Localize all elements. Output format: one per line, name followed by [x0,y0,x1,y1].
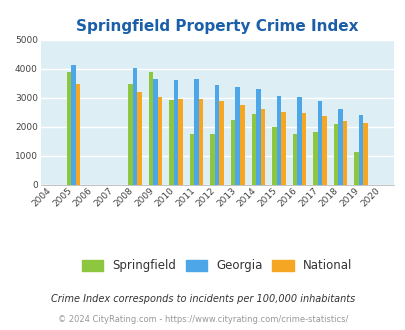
Bar [128,84,132,185]
Bar [75,84,80,185]
Bar [251,114,256,185]
Bar [190,134,194,185]
Bar [317,101,321,185]
Bar [210,134,214,185]
Bar [219,101,224,185]
Bar [239,105,244,185]
Bar [153,79,158,185]
Bar [276,96,280,185]
Bar [271,127,276,185]
Bar [214,85,219,185]
Bar [280,113,285,185]
Title: Springfield Property Crime Index: Springfield Property Crime Index [76,19,358,34]
Text: Crime Index corresponds to incidents per 100,000 inhabitants: Crime Index corresponds to incidents per… [51,294,354,304]
Bar [321,116,326,185]
Bar [333,124,337,185]
Bar [362,123,367,185]
Bar [198,99,203,185]
Bar [235,87,239,185]
Bar [260,109,264,185]
Bar [71,65,75,185]
Bar [194,80,198,185]
Legend: Springfield, Georgia, National: Springfield, Georgia, National [77,254,356,277]
Bar [342,121,346,185]
Bar [132,68,137,185]
Bar [256,89,260,185]
Bar [169,100,173,185]
Bar [173,80,178,185]
Bar [178,99,183,185]
Bar [158,96,162,185]
Bar [312,132,317,185]
Bar [353,152,358,185]
Bar [292,134,296,185]
Bar [296,97,301,185]
Bar [358,115,362,185]
Bar [149,72,153,185]
Bar [337,109,342,185]
Text: © 2024 CityRating.com - https://www.cityrating.com/crime-statistics/: © 2024 CityRating.com - https://www.city… [58,315,347,324]
Bar [66,72,71,185]
Bar [301,114,305,185]
Bar [137,92,141,185]
Bar [230,120,235,185]
